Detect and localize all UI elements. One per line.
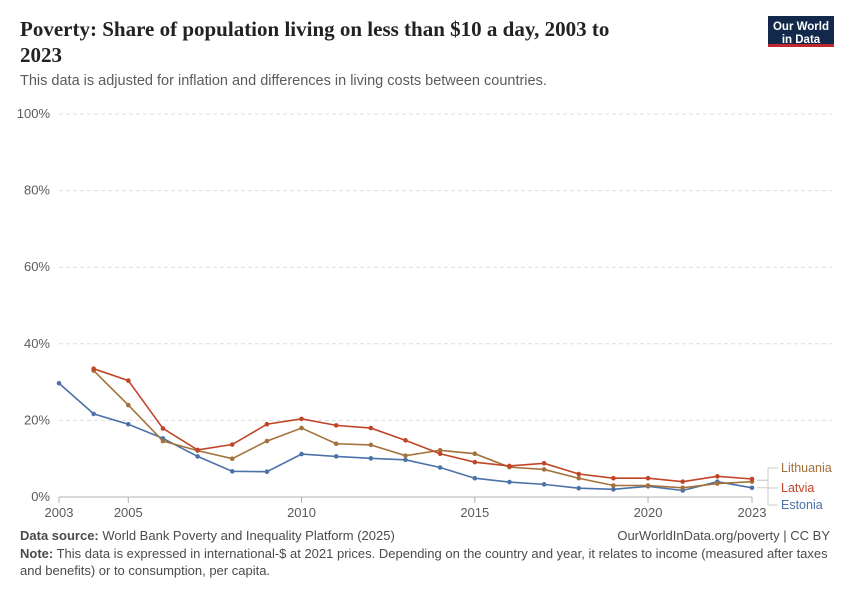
svg-text:Latvia: Latvia xyxy=(781,481,814,495)
svg-text:2003: 2003 xyxy=(45,505,74,520)
svg-text:2020: 2020 xyxy=(634,505,663,520)
svg-text:2005: 2005 xyxy=(114,505,143,520)
svg-text:60%: 60% xyxy=(24,259,50,274)
svg-text:Estonia: Estonia xyxy=(781,498,823,512)
svg-text:Lithuania: Lithuania xyxy=(781,461,832,475)
svg-text:40%: 40% xyxy=(24,336,50,351)
svg-text:100%: 100% xyxy=(17,106,51,121)
svg-text:0%: 0% xyxy=(31,489,50,504)
svg-text:2010: 2010 xyxy=(287,505,316,520)
svg-text:20%: 20% xyxy=(24,412,50,427)
svg-text:2023: 2023 xyxy=(738,505,767,520)
svg-text:2015: 2015 xyxy=(460,505,489,520)
svg-text:80%: 80% xyxy=(24,183,50,198)
